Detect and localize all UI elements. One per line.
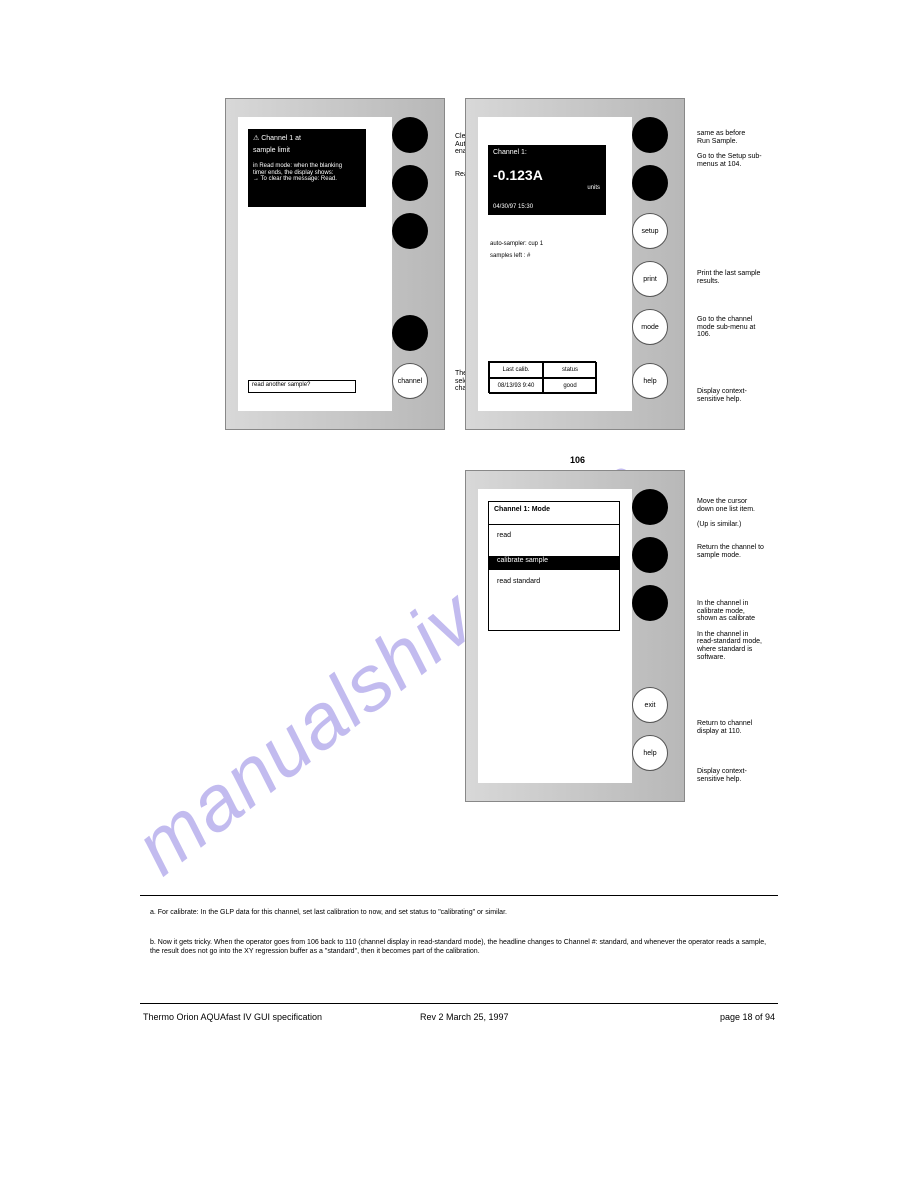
print-button-label: print	[643, 276, 657, 283]
setup-button[interactable]: setup	[632, 213, 668, 249]
panel3-btn-dark-1[interactable]	[632, 489, 668, 525]
exit-button[interactable]: exit	[632, 687, 668, 723]
display-sample-text: in Read mode: when the blanking timer en…	[253, 163, 361, 183]
panel2-display-title: Channel 1:	[493, 149, 527, 157]
mode-button-label: mode	[641, 324, 659, 331]
panel3-right-text-2: In the channel in calibrate mode, shown …	[697, 600, 792, 662]
panel3-list: Channel 1: Mode read calibrate sample re…	[488, 501, 620, 631]
footer-rule	[140, 1003, 778, 1004]
panel3-list-item3[interactable]: read standard	[497, 578, 540, 586]
btn-dark-3[interactable]	[392, 213, 428, 249]
panel-channel-read: Channel 1: -0.123A units 04/30/97 15:30 …	[465, 98, 685, 430]
help-button-2[interactable]: help	[632, 363, 668, 399]
panel3-button-col: exit help	[632, 489, 672, 783]
help-button-2-label: help	[643, 378, 656, 385]
panel-channel-limit: ⚠ Channel 1 at sample limit in Read mode…	[225, 98, 445, 430]
panel2-inner: Channel 1: -0.123A units 04/30/97 15:30 …	[478, 117, 632, 411]
panel2-right-text-4: Display context- sensitive help.	[697, 388, 787, 403]
panel2-right-text-1: same as before Run Sample. Go to the Set…	[697, 130, 787, 168]
btn-dark-2[interactable]	[392, 165, 428, 201]
panel3-btn-dark-3[interactable]	[632, 585, 668, 621]
panel3-list-title: Channel 1: Mode	[494, 506, 550, 514]
panel2-btn-dark-2[interactable]	[632, 165, 668, 201]
panel2-btn-dark-1[interactable]	[632, 117, 668, 153]
prompt-label: read another sample?	[252, 382, 310, 389]
footnote-rule-top	[140, 895, 778, 896]
channel-button-label: channel	[398, 378, 423, 385]
exit-button-label: exit	[645, 702, 656, 709]
help-button-3-label: help	[643, 750, 656, 757]
display-caption: sample limit	[253, 147, 290, 155]
panel3-btn-dark-2[interactable]	[632, 537, 668, 573]
footnote-b: b. Now it gets tricky. When the operator…	[150, 938, 768, 956]
panel2-cal-table: Last calib. status 08/13/93 9:40 good	[488, 361, 596, 393]
panel3-list-item1[interactable]: read	[497, 532, 511, 540]
panel3-right-text-1: Move the cursor down one list item. (Up …	[697, 498, 792, 560]
panel2-display: Channel 1: -0.123A units 04/30/97 15:30	[488, 145, 606, 215]
panel2-right-text-3: Go to the channel mode sub-menu at 106.	[697, 316, 787, 339]
panel3-heading: 106	[570, 455, 585, 466]
panel2-button-col: setup print mode help	[632, 117, 672, 411]
cal-header-1: Last calib.	[489, 362, 543, 378]
footer-page: page 18 of 94	[720, 1012, 775, 1022]
panel1-inner: ⚠ Channel 1 at sample limit in Read mode…	[238, 117, 392, 411]
panel-channel-mode: Channel 1: Mode read calibrate sample re…	[465, 470, 685, 802]
setup-button-label: setup	[641, 228, 658, 235]
print-button[interactable]: print	[632, 261, 668, 297]
panel2-display-caption: -0.123A	[493, 167, 543, 184]
btn-dark-4[interactable]	[392, 315, 428, 351]
footer-product: Thermo Orion AQUAfast IV GUI specificati…	[143, 1012, 322, 1022]
footer-revision: Rev 2 March 25, 1997	[420, 1012, 509, 1022]
panel3-list-item2[interactable]: calibrate sample	[497, 557, 548, 565]
panel2-status-1: auto-sampler: cup 1	[490, 241, 543, 248]
page: manualshive.com ⚠ Channel 1 at sample li…	[0, 0, 918, 1188]
panel3-right-text-help: Display context- sensitive help.	[697, 768, 792, 783]
help-button-3[interactable]: help	[632, 735, 668, 771]
footnote-a: a. For calibrate: In the GLP data for th…	[150, 908, 768, 917]
display-title: ⚠ Channel 1 at	[253, 135, 301, 143]
panel1-display: ⚠ Channel 1 at sample limit in Read mode…	[248, 129, 366, 207]
panel2-display-sub: units	[587, 185, 600, 192]
channel-button[interactable]: channel	[392, 363, 428, 399]
panel3-inner: Channel 1: Mode read calibrate sample re…	[478, 489, 632, 783]
panel1-button-col: channel	[392, 117, 432, 411]
cal-header-2: status	[543, 362, 597, 378]
panel2-right-text-2: Print the last sample results.	[697, 270, 787, 285]
prompt-box: read another sample?	[248, 380, 356, 393]
btn-dark-1[interactable]	[392, 117, 428, 153]
panel3-right-text-exit: Return to channel display at 110.	[697, 720, 792, 735]
mode-button[interactable]: mode	[632, 309, 668, 345]
cal-status: good	[543, 378, 597, 394]
panel2-status-2: samples left : #	[490, 253, 530, 260]
cal-date: 08/13/93 9:40	[489, 378, 543, 394]
panel2-display-time: 04/30/97 15:30	[493, 204, 533, 211]
